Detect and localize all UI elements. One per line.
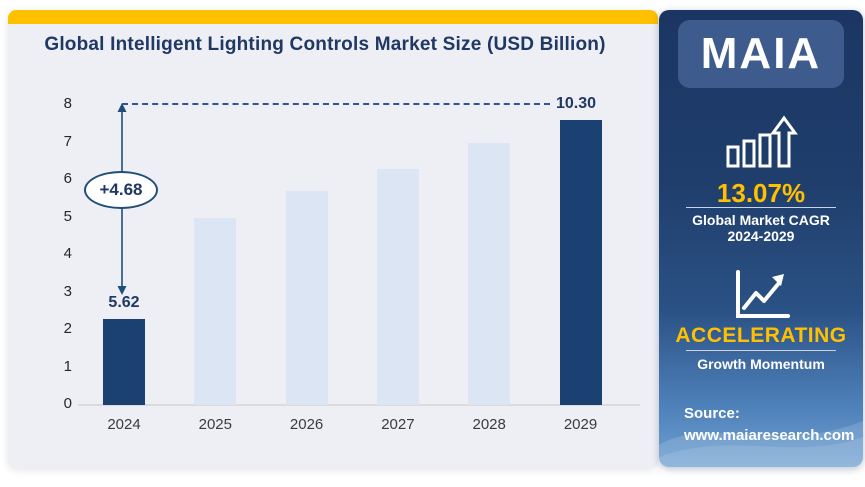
source-block: Source: www.maiaresearch.com [684,406,854,443]
momentum-label: Growth Momentum [697,356,825,372]
brand-logo: MAIA [678,20,844,88]
momentum-divider [686,350,836,351]
growth-delta-badge: +4.68 [84,171,158,209]
accent-top-bar [8,10,658,24]
dashed-reference-line [122,103,550,105]
sidebar-swoosh-decoration [659,421,863,467]
cagr-divider [686,207,836,208]
cagr-label: Global Market CAGR [692,212,830,228]
cagr-value: 13.07% [716,178,806,208]
source-label: Source: [684,405,740,422]
end-value-label: 10.30 [556,95,597,112]
cagr-period: 2024-2029 [727,228,795,244]
start-value-label: 5.62 [108,294,140,311]
source-url: www.maiaresearch.com [684,427,855,444]
line-chart-up-icon [659,268,863,322]
momentum-value: ACCELERATING [675,324,847,347]
chart-title: Global Intelligent Lighting Controls Mar… [44,34,606,55]
chart-card [8,10,658,468]
sidebar: MAIA 13.07% Global Market CAGR 2024-2029… [659,10,863,467]
bar-growth-icon [659,114,863,170]
chart-card-body [8,24,658,468]
